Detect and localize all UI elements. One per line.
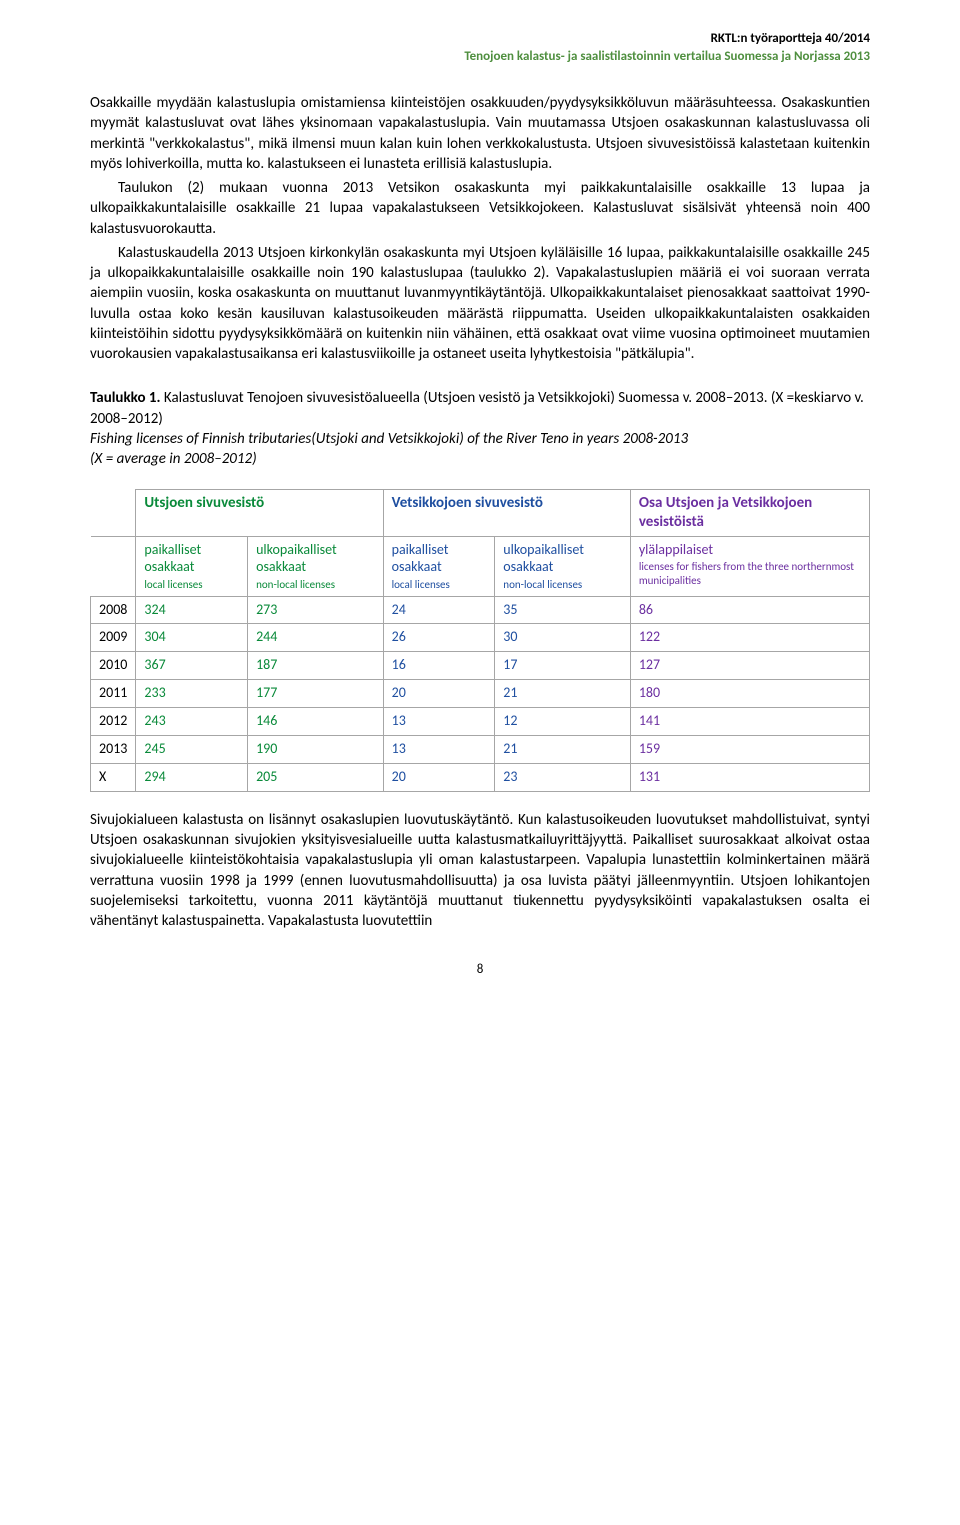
- year-cell: 2013: [91, 736, 136, 764]
- subheader-fi: ulkopaikalliset osakkaat: [256, 541, 337, 576]
- header-report-title: Tenojoen kalastus- ja saalistilastoinnin…: [90, 48, 870, 66]
- value-cell: 146: [248, 708, 384, 736]
- value-cell: 16: [383, 652, 495, 680]
- value-cell: 23: [495, 763, 631, 791]
- value-cell: 180: [630, 680, 869, 708]
- table-group-header-row: Utsjoen sivuvesistö Vetsikkojoen sivuves…: [91, 490, 870, 537]
- value-cell: 177: [248, 680, 384, 708]
- group-header-utsjoki: Utsjoen sivuvesistö: [136, 490, 383, 537]
- value-cell: 367: [136, 652, 248, 680]
- value-cell: 26: [383, 624, 495, 652]
- subheader-en: local licenses: [144, 578, 239, 592]
- value-cell: 122: [630, 624, 869, 652]
- value-cell: 141: [630, 708, 869, 736]
- subheader-fi: paikalliset osakkaat: [144, 541, 201, 576]
- subheader-en: non-local licenses: [503, 578, 622, 592]
- table-row: 20132451901321159: [91, 736, 870, 764]
- body-paragraph-3: Kalastuskaudella 2013 Utsjoen kirkonkylä…: [90, 243, 870, 365]
- table-corner-cell-2: [91, 536, 136, 596]
- value-cell: 159: [630, 736, 869, 764]
- value-cell: 324: [136, 596, 248, 624]
- value-cell: 13: [383, 736, 495, 764]
- value-cell: 86: [630, 596, 869, 624]
- value-cell: 17: [495, 652, 631, 680]
- caption-italic-line1: Fishing licenses of Finnish tributaries(…: [90, 429, 870, 449]
- value-cell: 205: [248, 763, 384, 791]
- document-header: RKTL:n työraportteja 40/2014 Tenojoen ka…: [90, 30, 870, 65]
- subheader-fi: ylälappilaiset: [639, 541, 713, 558]
- subheader-ylalappilaiset: ylälappilaiset licenses for fishers from…: [630, 536, 869, 596]
- body-paragraph-2: Taulukon (2) mukaan vuonna 2013 Vetsikon…: [90, 178, 870, 239]
- table-row: X2942052023131: [91, 763, 870, 791]
- subheader-en: licenses for fishers from the three nort…: [639, 560, 861, 588]
- year-cell: 2011: [91, 680, 136, 708]
- value-cell: 294: [136, 763, 248, 791]
- value-cell: 245: [136, 736, 248, 764]
- value-cell: 187: [248, 652, 384, 680]
- table-sub-header-row: paikalliset osakkaat local licenses ulko…: [91, 536, 870, 596]
- value-cell: 20: [383, 680, 495, 708]
- group-header-vetsikko: Vetsikkojoen sivuvesistö: [383, 490, 630, 537]
- header-report-id: RKTL:n työraportteja 40/2014: [90, 30, 870, 48]
- table-row: 20103671871617127: [91, 652, 870, 680]
- value-cell: 304: [136, 624, 248, 652]
- licenses-table: Utsjoen sivuvesistö Vetsikkojoen sivuves…: [90, 489, 870, 791]
- value-cell: 243: [136, 708, 248, 736]
- year-cell: 2008: [91, 596, 136, 624]
- year-cell: X: [91, 763, 136, 791]
- value-cell: 30: [495, 624, 631, 652]
- value-cell: 190: [248, 736, 384, 764]
- value-cell: 21: [495, 680, 631, 708]
- subheader-fi: ulkopaikalliset osakkaat: [503, 541, 584, 576]
- value-cell: 273: [248, 596, 384, 624]
- group-header-combined: Osa Utsjoen ja Vetsikkojoen vesistöistä: [630, 490, 869, 537]
- subheader-en: local licenses: [392, 578, 487, 592]
- year-cell: 2012: [91, 708, 136, 736]
- table-corner-cell: [91, 490, 136, 537]
- year-cell: 2009: [91, 624, 136, 652]
- table-row: 20112331772021180: [91, 680, 870, 708]
- value-cell: 233: [136, 680, 248, 708]
- page-number: 8: [90, 961, 870, 979]
- subheader-nonlocal-vetsikko: ulkopaikalliset osakkaat non-local licen…: [495, 536, 631, 596]
- subheader-local-utsjoki: paikalliset osakkaat local licenses: [136, 536, 248, 596]
- subheader-fi: paikalliset osakkaat: [392, 541, 449, 576]
- subheader-nonlocal-utsjoki: ulkopaikalliset osakkaat non-local licen…: [248, 536, 384, 596]
- table-row: 20122431461312141: [91, 708, 870, 736]
- caption-label: Taulukko 1.: [90, 389, 161, 407]
- value-cell: 12: [495, 708, 631, 736]
- year-cell: 2010: [91, 652, 136, 680]
- subheader-en: non-local licenses: [256, 578, 375, 592]
- value-cell: 244: [248, 624, 384, 652]
- page-container: RKTL:n työraportteja 40/2014 Tenojoen ka…: [0, 0, 960, 1019]
- table-row: 2008324273243586: [91, 596, 870, 624]
- table-caption: Taulukko 1. Kalastusluvat Tenojoen sivuv…: [90, 388, 870, 469]
- value-cell: 24: [383, 596, 495, 624]
- value-cell: 35: [495, 596, 631, 624]
- caption-text: Kalastusluvat Tenojoen sivuvesistöalueel…: [90, 389, 864, 427]
- value-cell: 127: [630, 652, 869, 680]
- value-cell: 131: [630, 763, 869, 791]
- value-cell: 20: [383, 763, 495, 791]
- caption-italic-line2: (X = average in 2008–2012): [90, 449, 870, 469]
- value-cell: 13: [383, 708, 495, 736]
- body-paragraph-4: Sivujokialueen kalastusta on lisännyt os…: [90, 810, 870, 932]
- table-row: 20093042442630122: [91, 624, 870, 652]
- subheader-local-vetsikko: paikalliset osakkaat local licenses: [383, 536, 495, 596]
- value-cell: 21: [495, 736, 631, 764]
- body-paragraph-1: Osakkaille myydään kalastuslupia omistam…: [90, 93, 870, 174]
